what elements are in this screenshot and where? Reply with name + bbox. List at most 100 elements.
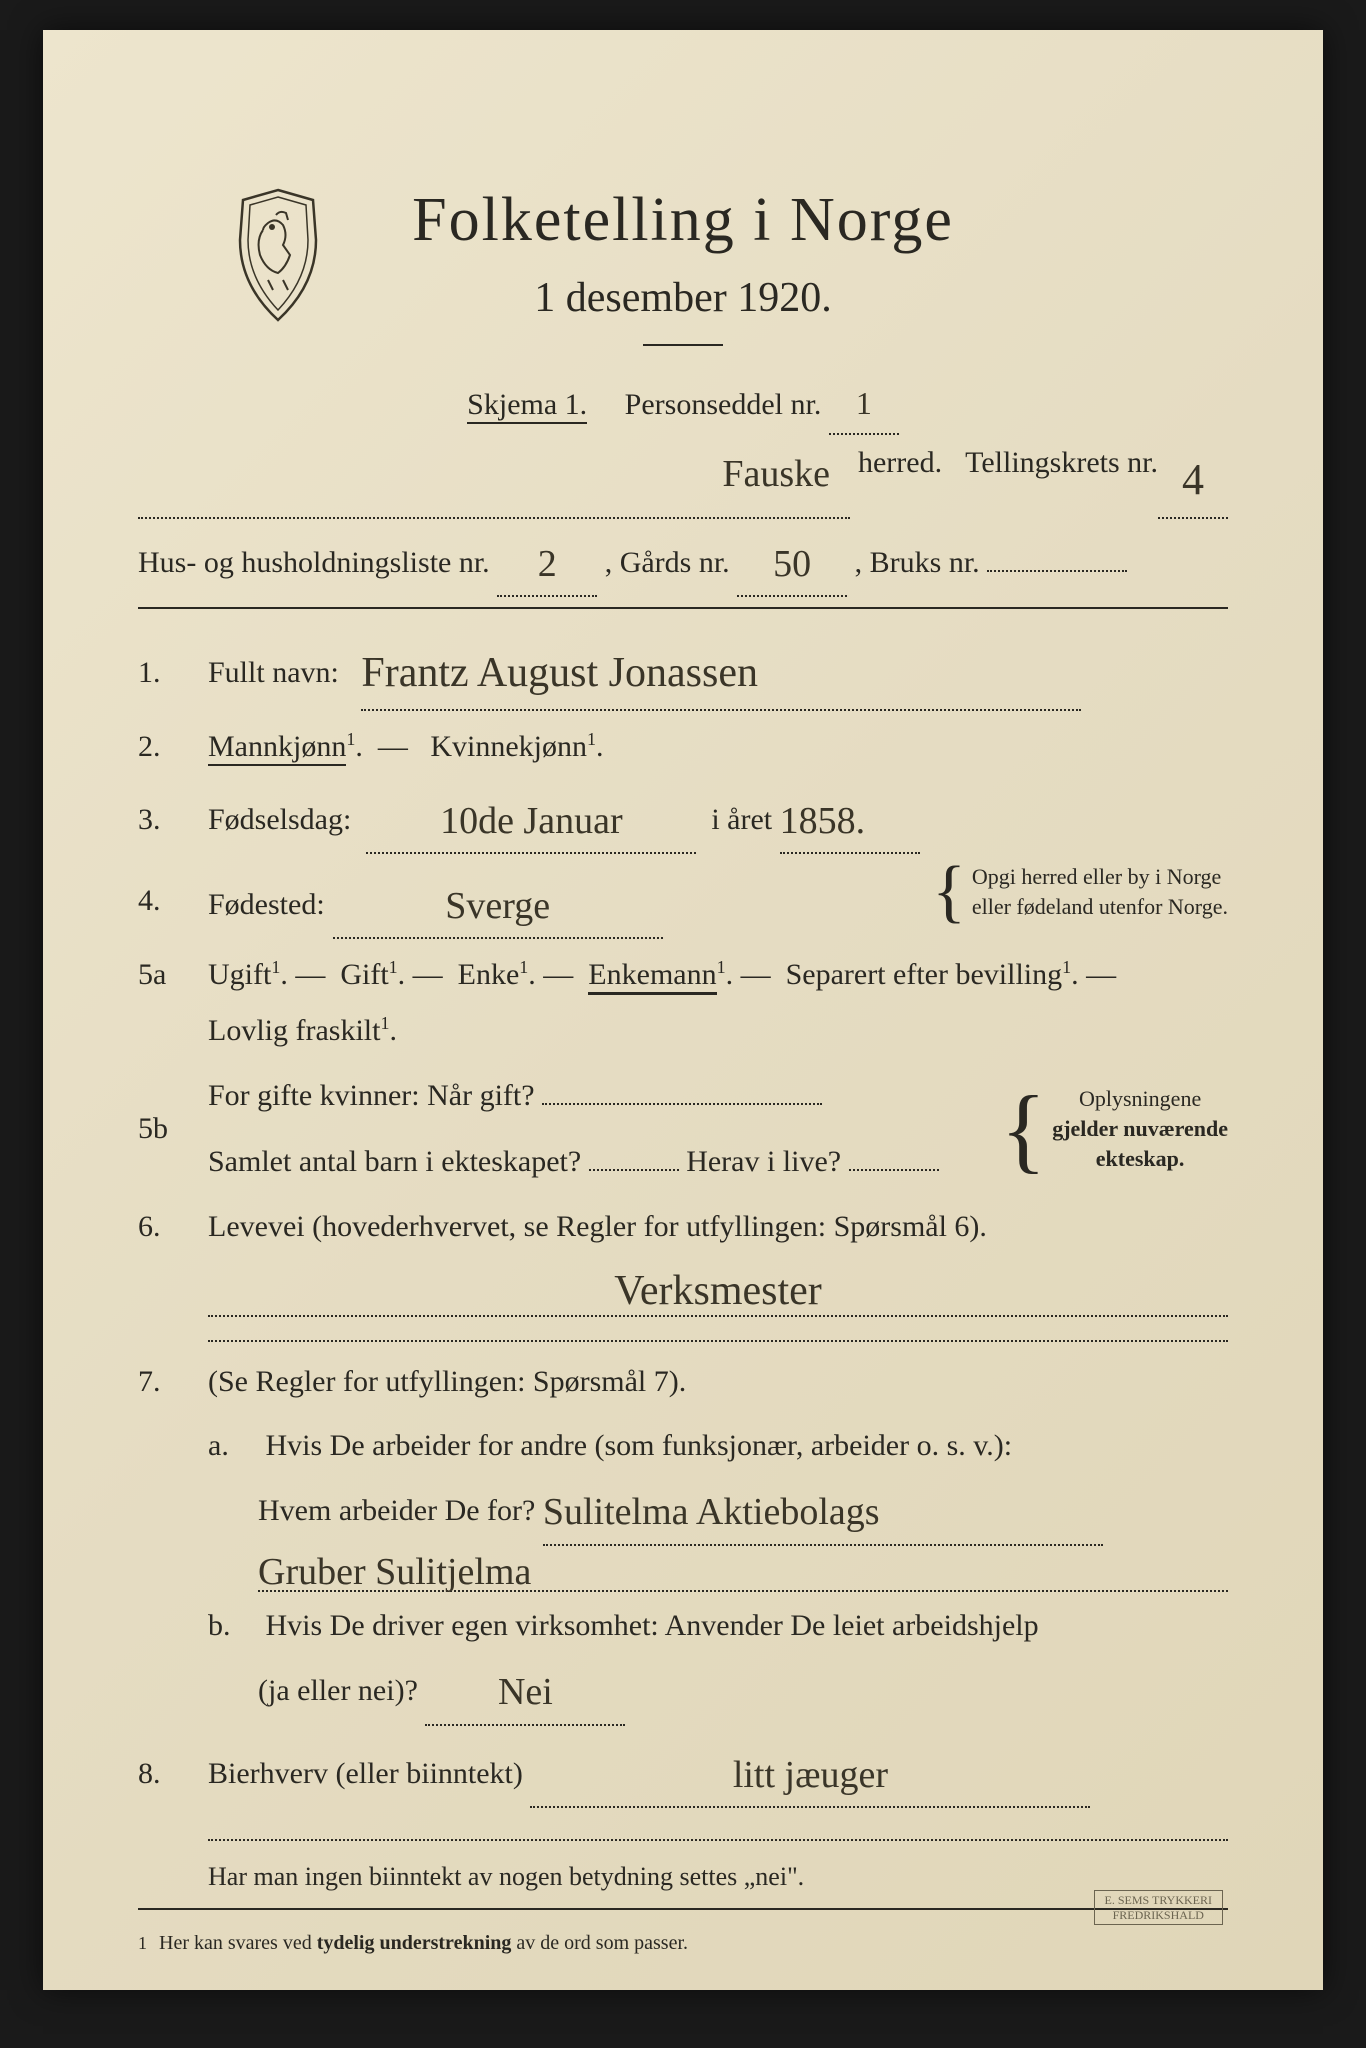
census-form-page: Folketelling i Norge 1 desember 1920. Sk…: [43, 30, 1323, 1990]
q7a-label: Hvis De arbeider for andre (som funksjon…: [266, 1429, 1013, 1462]
q7a-value2: Gruber Sulitjelma: [258, 1551, 531, 1593]
q6-answer-row: Verksmester: [138, 1263, 1228, 1343]
q7a-value2-row: Gruber Sulitjelma: [138, 1546, 1228, 1592]
q1-label: Fullt navn:: [208, 656, 339, 689]
footnote-row: 1 Her kan svares ved tydelig understrekn…: [138, 1924, 1228, 1955]
q5a-ugift: Ugift: [208, 958, 271, 991]
herred-value: Fauske: [722, 453, 830, 495]
q6-label: Levevei (hovederhvervet, se Regler for u…: [208, 1210, 987, 1243]
tellingskrets-label: Tellingskrets nr.: [965, 435, 1158, 518]
q6-row: 6. Levevei (hovederhvervet, se Regler fo…: [138, 1199, 1228, 1255]
q8-value: litt jæuger: [733, 1754, 888, 1796]
tellingskrets-nr: 4: [1182, 455, 1204, 504]
bruks-label: , Bruks nr.: [855, 546, 980, 579]
q1-value: Frantz August Jonassen: [361, 650, 758, 696]
q4-side-note: Opgi herred eller by i Norge eller fødel…: [972, 862, 1228, 921]
q7-label: (Se Regler for utfyllingen: Spørsmål 7).: [208, 1365, 686, 1398]
q8-blank: [138, 1816, 1228, 1842]
gards-nr: 50: [773, 543, 811, 585]
herred-label: herred.: [850, 435, 950, 518]
q5b-num: 5b: [138, 1112, 208, 1146]
q5b-herav-label: Herav i live?: [686, 1145, 841, 1178]
q5b-note3: ekteskap.: [1096, 1146, 1185, 1171]
hus-nr: 2: [538, 543, 557, 585]
q4-note2: eller fødeland utenfor Norge.: [972, 892, 1228, 922]
q3-value: 10de Januar: [440, 800, 623, 842]
q7b-q-row: (ja eller nei)? Nei: [138, 1653, 1228, 1725]
q5a-enke: Enke: [458, 958, 520, 991]
biinntekt-note: Har man ingen biinntekt av nogen betydni…: [138, 1853, 1228, 1901]
q2-row: 2. Mannkjønn1. — Kvinnekjønn1.: [138, 719, 1228, 775]
q2-kvinne: Kvinnekjønn: [430, 730, 587, 763]
q3-aret-label: i året: [711, 803, 772, 836]
q4-label: Fødested:: [208, 877, 325, 933]
q1-row: 1. Fullt navn: Frantz August Jonassen: [138, 631, 1228, 711]
q7b-letter: b.: [208, 1598, 258, 1654]
q5a-lovlig: Lovlig fraskilt: [208, 1014, 380, 1047]
q3-num: 3.: [138, 803, 208, 837]
q8-row: 8. Bierhverv (eller biinntekt) litt jæug…: [138, 1736, 1228, 1808]
gards-label: , Gårds nr.: [605, 546, 730, 579]
q7b-label: Hvis De driver egen virksomhet: Anvender…: [266, 1609, 1039, 1642]
q5b-row: 5b For gifte kvinner: Når gift? Samlet a…: [138, 1068, 1228, 1189]
hus-label: Hus- og husholdningsliste nr.: [138, 546, 490, 579]
q6-blank-line: [208, 1317, 1228, 1343]
printer-stamp: E. SEMS TRYKKERI FREDRIKSHALD: [1094, 1890, 1223, 1925]
brace-icon: {: [932, 864, 966, 920]
personseddel-label: Personseddel nr.: [625, 388, 822, 421]
header-divider: [643, 344, 723, 346]
q5a-enkemann: Enkemann: [588, 958, 716, 995]
section-divider-1: [138, 607, 1228, 609]
q7a-q: Hvem arbeider De for?: [258, 1494, 535, 1527]
q5b-side-note: Oplysningene gjelder nuværende ekteskap.: [1052, 1084, 1228, 1173]
q7b-q: (ja eller nei)?: [258, 1674, 418, 1707]
q7a-row: a. Hvis De arbeider for andre (som funks…: [138, 1418, 1228, 1474]
q5a-gift: Gift: [340, 958, 388, 991]
stamp-line2: FREDRIKSHALD: [1105, 1908, 1212, 1922]
q7-num: 7.: [138, 1365, 208, 1399]
q1-num: 1.: [138, 656, 208, 690]
q6-num: 6.: [138, 1210, 208, 1244]
q3-row: 3. Fødselsdag: 10de Januar i året 1858.: [138, 782, 1228, 854]
q8-blank-line: [208, 1816, 1228, 1842]
q4-note1: Opgi herred eller by i Norge: [972, 862, 1228, 892]
footnote-num: 1: [138, 1933, 147, 1954]
q5b-herav-value: [849, 1169, 939, 1171]
meta-row-2: Fauske herred. Tellingskrets nr. 4: [138, 435, 1228, 518]
stamp-line1: E. SEMS TRYKKERI: [1105, 1893, 1212, 1907]
q3-aret-value: 1858.: [780, 800, 866, 842]
personseddel-nr: 1: [856, 385, 872, 421]
footer-divider: [138, 1908, 1228, 1910]
q7-row: 7. (Se Regler for utfyllingen: Spørsmål …: [138, 1354, 1228, 1410]
q8-num: 8.: [138, 1757, 208, 1791]
skjema-label: Skjema 1.: [467, 388, 587, 424]
q5a-row: 5a Ugift1. — Gift1. — Enke1. — Enkemann1…: [138, 947, 1228, 1058]
shield-icon: [228, 185, 328, 325]
q5b-note2: gjelder nuværende: [1052, 1116, 1228, 1141]
q3-label: Fødselsdag:: [208, 803, 351, 836]
meta-row-1: Skjema 1. Personseddel nr. 1: [138, 374, 1228, 435]
q4-row: 4. Fødested: Sverge { Opgi herred eller …: [138, 862, 1228, 939]
q7a-q-row: Hvem arbeider De for? Sulitelma Aktiebol…: [138, 1473, 1228, 1545]
meta-row-3: Hus- og husholdningsliste nr. 2 , Gårds …: [138, 525, 1228, 597]
q8-label: Bierhverv (eller biinntekt): [208, 1757, 523, 1790]
q5b-gifte-label: For gifte kvinner: Når gift?: [208, 1079, 535, 1112]
brace-icon: {: [1001, 1091, 1047, 1167]
footnote-text: Her kan svares ved tydelig understreknin…: [159, 1932, 688, 1955]
coat-of-arms-emblem: [228, 185, 328, 325]
q4-num: 4.: [138, 884, 208, 918]
q7a-letter: a.: [208, 1418, 258, 1474]
q5b-barn-label: Samlet antal barn i ekteskapet?: [208, 1145, 581, 1178]
q5a-num: 5a: [138, 958, 208, 992]
q7b-value: Nei: [498, 1671, 553, 1713]
q5a-separert: Separert efter bevilling: [786, 958, 1063, 991]
q2-num: 2.: [138, 730, 208, 764]
q5b-gifte-value: [542, 1103, 822, 1105]
q5b-note1: Oplysningene: [1052, 1084, 1228, 1114]
q5b-barn-value: [589, 1169, 679, 1171]
q7a-value1: Sulitelma Aktiebolags: [543, 1491, 880, 1533]
q2-mann: Mannkjønn: [208, 730, 346, 766]
q7b-row: b. Hvis De driver egen virksomhet: Anven…: [138, 1598, 1228, 1654]
q4-value: Sverge: [445, 885, 550, 927]
q6-value: Verksmester: [614, 1268, 822, 1314]
